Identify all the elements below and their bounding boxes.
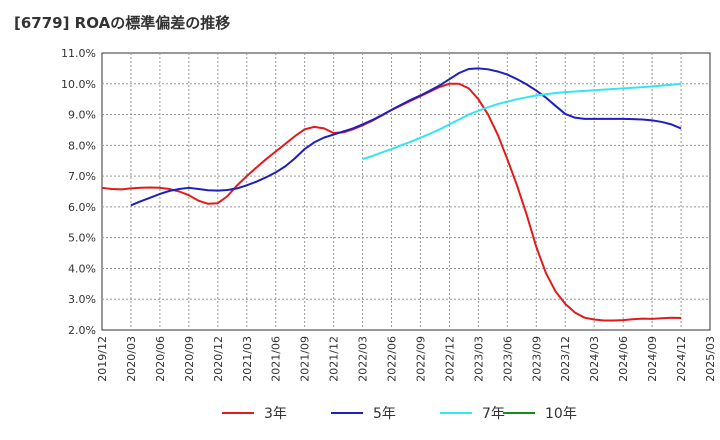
y-tick-label: 11.0% — [61, 47, 96, 60]
y-tick-label: 7.0% — [68, 170, 96, 183]
x-tick-label: 2024/12 — [675, 336, 688, 382]
x-tick-label: 2024/06 — [617, 336, 630, 382]
x-tick-label: 2022/09 — [414, 336, 427, 382]
legend-label: 7年 — [482, 406, 505, 422]
series-line-5年 — [130, 67, 682, 207]
grid-lines — [102, 53, 710, 330]
x-tick-label: 2021/03 — [241, 336, 254, 382]
y-tick-label: 2.0% — [68, 324, 96, 337]
y-tick-label: 10.0% — [61, 78, 96, 91]
x-tick-label: 2021/09 — [299, 336, 312, 382]
legend-item: 5年 — [331, 406, 396, 422]
legend-item: 10年 — [503, 406, 577, 422]
legend-item: 3年 — [222, 406, 287, 422]
legend-label: 5年 — [373, 406, 396, 422]
legend-item: 7年 — [440, 406, 505, 422]
y-tick-label: 8.0% — [68, 139, 96, 152]
x-tick-label: 2021/12 — [328, 336, 341, 382]
x-tick-label: 2022/06 — [386, 336, 399, 382]
y-tick-label: 5.0% — [68, 232, 96, 245]
series-line-7年 — [362, 82, 682, 161]
x-tick-label: 2020/09 — [183, 336, 196, 382]
x-tick-label: 2024/03 — [588, 336, 601, 382]
x-tick-labels: 2019/12 2020/03 2020/06 2020/09 2020/12 2021/… — [96, 336, 717, 382]
legend-label: 3年 — [264, 406, 287, 422]
x-tick-label: 2025/03 — [704, 336, 717, 382]
legend: 3年 5年 7年 10年 — [222, 406, 577, 422]
x-tick-label: 2022/12 — [443, 336, 456, 382]
x-tick-label: 2020/06 — [154, 336, 167, 382]
x-tick-label: 2023/09 — [530, 336, 543, 382]
x-tick-label: 2023/06 — [501, 336, 514, 382]
y-tick-labels: 2.0% 3.0% 4.0% 5.0% 6.0% 7.0% 8.0% 9.0% 10.0% 11.… — [61, 47, 96, 337]
y-tick-label: 9.0% — [68, 109, 96, 122]
series-lines — [101, 67, 682, 322]
y-tick-label: 3.0% — [68, 293, 96, 306]
x-tick-label: 2020/12 — [212, 336, 225, 382]
x-tick-label: 2023/12 — [559, 336, 572, 382]
chart-title: [6779] ROAの標準偏差の推移 — [14, 14, 231, 32]
y-tick-label: 4.0% — [68, 262, 96, 275]
x-tick-label: 2023/03 — [472, 336, 485, 382]
y-tick-label: 6.0% — [68, 201, 96, 214]
legend-label: 10年 — [545, 406, 577, 422]
x-tick-label: 2024/09 — [646, 336, 659, 382]
x-tick-label: 2019/12 — [96, 336, 109, 382]
x-tick-label: 2021/06 — [270, 336, 283, 382]
plot-area — [101, 52, 711, 331]
x-tick-label: 2022/03 — [357, 336, 370, 382]
x-tick-label: 2020/03 — [125, 336, 138, 382]
